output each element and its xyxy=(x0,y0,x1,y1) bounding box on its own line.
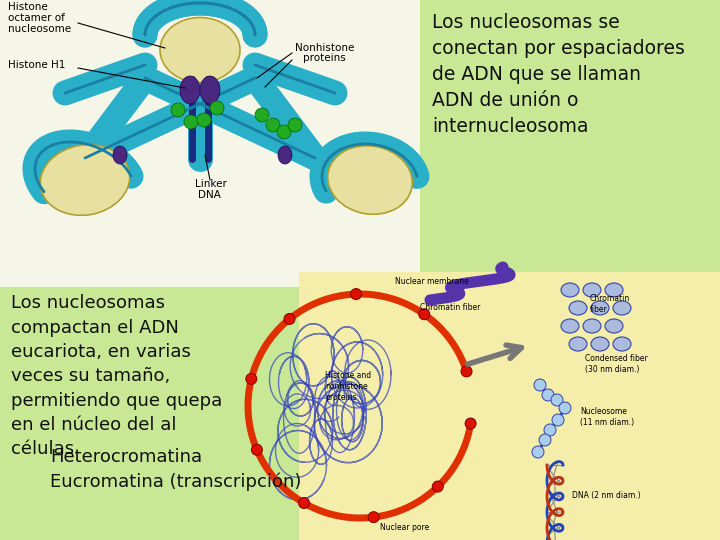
Text: Chromatin
fiber: Chromatin fiber xyxy=(590,294,630,314)
Text: Nucleosome
(11 nm diam.): Nucleosome (11 nm diam.) xyxy=(580,407,634,427)
Ellipse shape xyxy=(583,283,601,297)
Text: Histone and
nonhistone
proteins: Histone and nonhistone proteins xyxy=(325,371,371,402)
Circle shape xyxy=(539,434,551,446)
Circle shape xyxy=(552,414,564,426)
Text: Histone H1: Histone H1 xyxy=(8,60,66,70)
Ellipse shape xyxy=(278,146,292,164)
Circle shape xyxy=(532,446,544,458)
Text: Heterocromatina
Eucromatina (transcripción): Heterocromatina Eucromatina (transcripci… xyxy=(50,448,302,491)
Text: Histone: Histone xyxy=(8,2,48,12)
Text: Linker: Linker xyxy=(195,179,227,189)
Text: octamer of: octamer of xyxy=(8,13,65,23)
Ellipse shape xyxy=(328,146,413,214)
Circle shape xyxy=(544,424,556,436)
Text: Condensed fiber
(30 nm diam.): Condensed fiber (30 nm diam.) xyxy=(585,354,648,374)
Text: Nuclear membrane: Nuclear membrane xyxy=(395,277,469,286)
Text: Los nucleosomas
compactan el ADN
eucariota, en varias
veces su tamaño,
permitien: Los nucleosomas compactan el ADN eucario… xyxy=(11,294,222,458)
Text: Los nucleosomas se
conectan por espaciadores
de ADN que se llaman
ADN de unión o: Los nucleosomas se conectan por espaciad… xyxy=(432,14,685,136)
Circle shape xyxy=(197,113,211,127)
Circle shape xyxy=(368,512,379,523)
Circle shape xyxy=(266,118,280,132)
Ellipse shape xyxy=(561,319,579,333)
Circle shape xyxy=(255,108,269,122)
Circle shape xyxy=(171,103,185,117)
Ellipse shape xyxy=(180,76,200,104)
Circle shape xyxy=(419,309,430,320)
Text: nucleosome: nucleosome xyxy=(8,24,71,34)
Circle shape xyxy=(559,402,571,414)
Ellipse shape xyxy=(605,319,623,333)
Circle shape xyxy=(551,394,563,406)
Ellipse shape xyxy=(569,301,587,315)
Circle shape xyxy=(277,125,291,139)
Ellipse shape xyxy=(160,17,240,83)
Circle shape xyxy=(351,288,361,300)
Ellipse shape xyxy=(605,283,623,297)
Text: Nuclear pore: Nuclear pore xyxy=(380,523,429,532)
Ellipse shape xyxy=(569,337,587,351)
Ellipse shape xyxy=(591,301,609,315)
Circle shape xyxy=(210,101,224,115)
Text: DNA: DNA xyxy=(198,190,221,200)
Ellipse shape xyxy=(561,283,579,297)
Text: Chromatin fiber: Chromatin fiber xyxy=(420,303,480,312)
Circle shape xyxy=(246,373,257,384)
Bar xyxy=(299,272,720,540)
Ellipse shape xyxy=(200,76,220,104)
Circle shape xyxy=(534,379,546,391)
Text: proteins: proteins xyxy=(303,53,346,63)
Text: DNA (2 nm diam.): DNA (2 nm diam.) xyxy=(572,491,641,500)
Ellipse shape xyxy=(40,145,130,215)
Circle shape xyxy=(251,444,262,455)
Ellipse shape xyxy=(613,301,631,315)
Circle shape xyxy=(461,366,472,377)
Ellipse shape xyxy=(613,337,631,351)
Circle shape xyxy=(288,118,302,132)
Circle shape xyxy=(432,481,444,492)
Ellipse shape xyxy=(591,337,609,351)
Ellipse shape xyxy=(583,319,601,333)
Circle shape xyxy=(465,418,476,429)
Circle shape xyxy=(542,389,554,401)
Ellipse shape xyxy=(113,146,127,164)
Circle shape xyxy=(299,497,310,509)
Text: Nonhistone: Nonhistone xyxy=(295,43,354,53)
Circle shape xyxy=(284,313,295,325)
Circle shape xyxy=(184,115,198,129)
Bar xyxy=(0,0,420,287)
